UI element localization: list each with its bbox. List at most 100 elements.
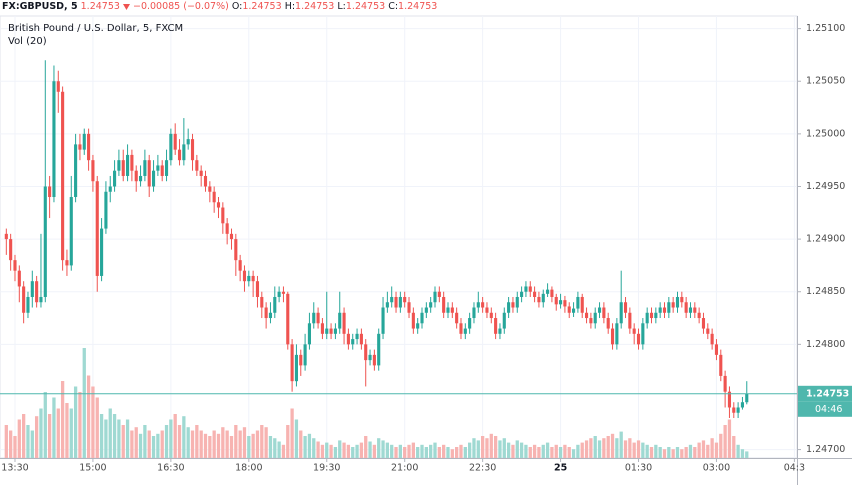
- candle-body: [658, 307, 662, 313]
- candle-body: [593, 312, 597, 324]
- volume-bar: [654, 444, 658, 458]
- candle-body: [216, 202, 221, 208]
- ohlc-label: O:: [231, 1, 243, 12]
- candle-body: [416, 323, 420, 329]
- candle-body: [455, 312, 459, 324]
- volume-bar: [130, 430, 134, 458]
- candle-body: [208, 186, 212, 192]
- volume-bar: [372, 444, 377, 458]
- volume-bar: [182, 416, 186, 458]
- candle-body: [160, 165, 164, 176]
- volume-bar: [26, 425, 30, 458]
- candle-body: [9, 239, 13, 261]
- candle-body: [684, 302, 688, 313]
- x-tick-label: 01:30: [625, 463, 652, 474]
- volume-bar: [597, 440, 602, 458]
- volume-bar: [576, 444, 580, 458]
- volume-bar: [355, 444, 359, 458]
- candle-body: [714, 344, 719, 355]
- candle-body: [424, 307, 428, 313]
- volume-bar: [667, 447, 671, 458]
- volume-bar: [143, 425, 147, 458]
- y-tick-label: 1.24800: [806, 339, 845, 350]
- volume-bar: [662, 449, 667, 458]
- volume-bar: [420, 444, 424, 458]
- candle-body: [732, 407, 736, 413]
- candle-body: [680, 296, 684, 303]
- volume-bar: [190, 430, 195, 458]
- volume-bar: [736, 444, 740, 458]
- volume-bar: [342, 442, 346, 458]
- volume-bar: [13, 436, 17, 458]
- countdown-label: 04:46: [815, 404, 842, 415]
- volume-bar: [407, 444, 411, 458]
- candle-body: [533, 291, 537, 297]
- volume-bar: [234, 425, 238, 458]
- candle-body: [502, 312, 506, 329]
- candle-body: [398, 296, 402, 308]
- change: −0.00085 (−0.07%): [132, 1, 229, 12]
- candle-body: [242, 270, 247, 282]
- volume-bar: [411, 442, 415, 458]
- candle-body: [511, 302, 515, 308]
- candle-body: [52, 81, 56, 198]
- volume-bar: [606, 436, 610, 458]
- volume-bar: [688, 444, 693, 458]
- grid: [0, 16, 797, 458]
- candle-body: [563, 300, 567, 307]
- candle-body: [195, 160, 199, 171]
- candle-body: [104, 191, 108, 229]
- volume-bar: [567, 447, 571, 458]
- candle-body: [407, 302, 411, 313]
- candle-body: [701, 318, 706, 329]
- candle-body: [645, 312, 649, 324]
- volume-bar: [580, 442, 584, 458]
- price-tag: [798, 385, 852, 402]
- volume-bar: [558, 447, 563, 458]
- volume-bar: [138, 433, 143, 458]
- volume-bar: [485, 438, 489, 458]
- volume-bar: [563, 444, 567, 458]
- volume-bar: [658, 447, 662, 458]
- x-tick-label: 15:00: [79, 463, 106, 474]
- volume-bar: [125, 419, 130, 458]
- candle-body: [597, 307, 602, 313]
- y-tick-label: 1.25000: [806, 128, 845, 139]
- volume-bar: [273, 438, 277, 458]
- x-tick-label: 18:00: [235, 463, 262, 474]
- candle-body: [164, 160, 169, 176]
- volume-bar: [164, 425, 169, 458]
- x-tick-label: 25: [554, 463, 567, 474]
- volume-bar: [714, 442, 719, 458]
- volume-bar: [537, 447, 541, 458]
- candle-body: [186, 139, 190, 145]
- candle-body: [156, 165, 160, 171]
- volume-bar: [169, 419, 173, 458]
- candle-body: [234, 239, 238, 261]
- volume-bar: [684, 447, 688, 458]
- volume-bar: [216, 433, 221, 458]
- volume-bar: [73, 386, 78, 458]
- candle-body: [446, 307, 450, 313]
- candle-body: [108, 186, 112, 192]
- candle-body: [736, 407, 740, 413]
- volume-bar: [416, 447, 420, 458]
- candle-body: [346, 333, 350, 345]
- candle-body: [628, 312, 632, 329]
- candle-body: [299, 354, 303, 366]
- volume-bar: [675, 447, 680, 458]
- volume-bar: [212, 430, 216, 458]
- candle-body: [437, 291, 441, 297]
- candle-body: [580, 296, 584, 313]
- candle-body: [641, 323, 645, 345]
- volume-bar: [489, 433, 493, 458]
- volume-bar: [117, 419, 121, 458]
- candle-body: [606, 318, 610, 329]
- x-tick-label: 22:30: [469, 463, 496, 474]
- volume-bar: [186, 427, 190, 458]
- candle-body: [706, 328, 710, 334]
- volume-bar: [528, 447, 532, 458]
- volume-bar: [541, 444, 545, 458]
- volume-bar: [199, 430, 203, 458]
- volume-bar: [195, 425, 199, 458]
